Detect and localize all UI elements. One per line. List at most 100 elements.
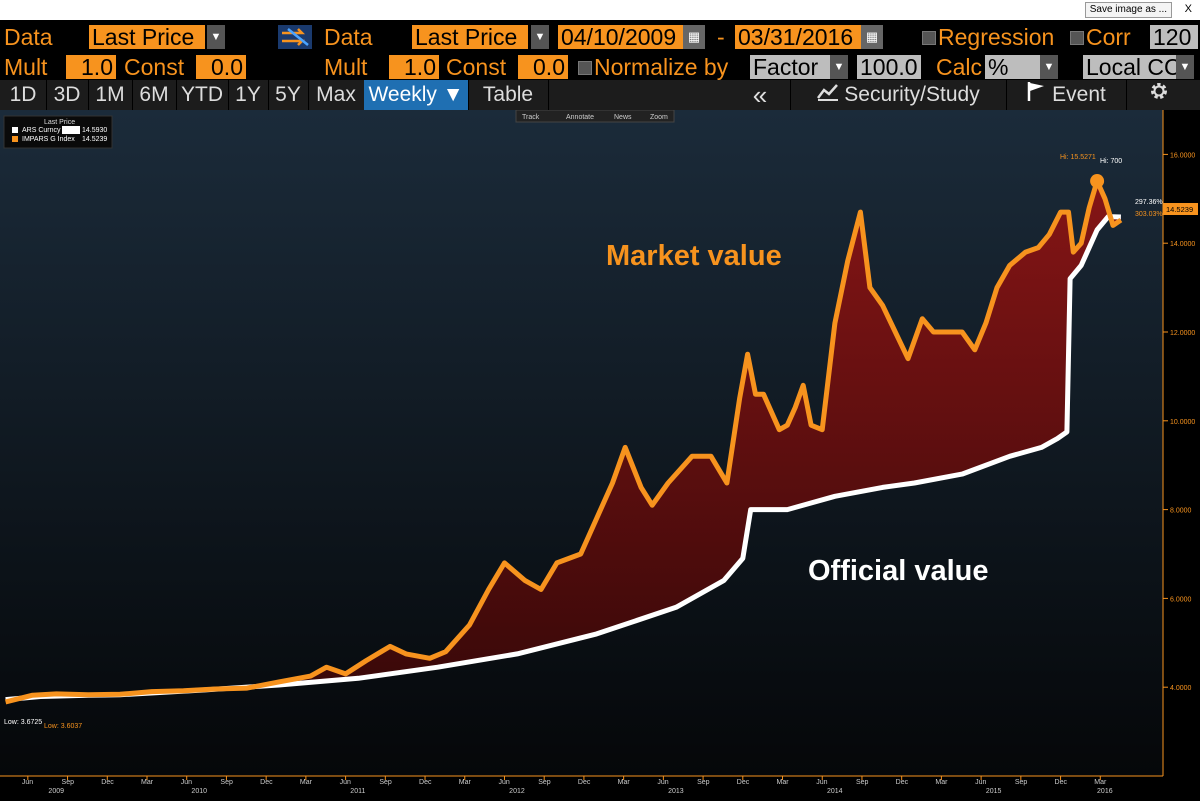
x-month-label: Jun — [975, 779, 986, 786]
x-month-label: Dec — [101, 779, 114, 786]
y-tick-label: 14.0000 — [1170, 241, 1195, 248]
x-month-label: Jun — [181, 779, 192, 786]
tab-1d[interactable]: 1D — [0, 80, 47, 110]
series-line-impars-g-index — [4, 178, 1123, 705]
const-field-2[interactable]: 0.0 — [518, 55, 568, 79]
normalize-label: Normalize by — [594, 54, 729, 80]
data-label-1: Data — [4, 24, 53, 50]
x-year-label: 2015 — [986, 788, 1002, 795]
normalize-checkbox[interactable] — [578, 61, 592, 75]
data-field-2[interactable]: Last Price — [412, 25, 528, 49]
legend-swatch-impars — [12, 136, 18, 142]
x-month-label: Mar — [459, 779, 472, 786]
calc-label: Calc — [936, 54, 983, 80]
x-month-label: Dec — [896, 779, 909, 786]
const-field-1[interactable]: 0.0 — [196, 55, 246, 79]
end-calendar-icon[interactable]: ▦ — [861, 25, 883, 49]
x-year-label: 2009 — [48, 788, 64, 795]
normalize-dropdown[interactable]: ▼ — [830, 55, 848, 79]
mini-zoom[interactable]: Zoom — [650, 114, 668, 121]
tab-max[interactable]: Max — [308, 80, 365, 110]
chart-area: 4.0000 6.0000 8.0000 10.0000 12.0000 14.0000 1… — [0, 109, 1200, 796]
chart-icon — [816, 80, 840, 110]
mult-field-2[interactable]: 1.0 — [389, 55, 439, 79]
data-field-1[interactable]: Last Price — [89, 25, 205, 49]
x-month-label: Jun — [340, 779, 351, 786]
x-month-label: Mar — [1094, 779, 1107, 786]
close-button[interactable]: X — [1184, 3, 1192, 15]
corr-value-field[interactable]: 120 — [1150, 25, 1198, 49]
x-month-label: Sep — [538, 779, 551, 786]
normalize-factor-field[interactable]: Factor — [750, 55, 832, 79]
x-month-label: Jun — [816, 779, 827, 786]
date-dash: - — [717, 24, 725, 50]
x-year-label: 2011 — [350, 788, 365, 795]
last-price-tag: 14.5239 — [1163, 203, 1198, 215]
back-button[interactable]: « — [730, 80, 791, 110]
end-date-field[interactable]: 03/31/2016 — [735, 25, 863, 49]
pct-orange-label: 303.03% — [1135, 211, 1163, 218]
data-field-2-dropdown[interactable]: ▼ — [531, 25, 549, 49]
chart-legend: Last Price ARS Curncy 14.5930 IMPARS G I… — [3, 115, 113, 149]
toolbar-row-2: Mult 1.0 Const 0.0 Mult 1.0 Const 0.0 No… — [0, 52, 1200, 82]
const-label-1: Const — [124, 54, 185, 80]
event-button[interactable]: Event — [1006, 80, 1127, 110]
x-month-label: Sep — [697, 779, 710, 786]
mult-label-2: Mult — [324, 54, 368, 80]
calc-field[interactable]: % — [985, 55, 1043, 79]
x-month-label: Jun — [498, 779, 509, 786]
tab-weekly[interactable]: Weekly ▼ — [364, 80, 469, 110]
x-year-label: 2010 — [191, 788, 207, 795]
tab-5y[interactable]: 5Y — [268, 80, 309, 110]
legend-ars-bar — [62, 126, 80, 134]
start-date-field[interactable]: 04/10/2009 — [558, 25, 686, 49]
const-label-2: Const — [446, 54, 507, 80]
save-image-button[interactable]: Save image as ... — [1084, 2, 1172, 18]
period-tab-bar: 1D 3D 1M 6M YTD 1Y 5Y Max Weekly ▼ Table… — [0, 80, 1200, 110]
tab-1y[interactable]: 1Y — [228, 80, 269, 110]
low-orange-label: Low: 3.6037 — [44, 723, 82, 730]
legend-ars-value: 14.5930 — [82, 127, 107, 134]
low-white-label: Low: 3.6725 — [4, 719, 42, 726]
tab-1m[interactable]: 1M — [88, 80, 133, 110]
currency-field[interactable]: Local CCY — [1083, 55, 1181, 79]
y-tick-label: 10.0000 — [1170, 419, 1195, 426]
tab-3d[interactable]: 3D — [46, 80, 89, 110]
security-study-label: Security/Study — [844, 83, 980, 106]
regression-label: Regression — [938, 24, 1055, 50]
x-month-label: Dec — [578, 779, 591, 786]
mult-field-1[interactable]: 1.0 — [66, 55, 116, 79]
x-month-label: Mar — [300, 779, 313, 786]
data-field-1-dropdown[interactable]: ▼ — [207, 25, 225, 49]
official-value-label: Official value — [808, 555, 989, 587]
mini-track[interactable]: Track — [522, 114, 540, 121]
hi-orange-label: Hi: 15.5271 — [1060, 154, 1096, 161]
start-calendar-icon[interactable]: ▦ — [683, 25, 705, 49]
normalize-value-field[interactable]: 100.0 — [857, 55, 921, 79]
toolbar-row-1: Data Last Price ▼ Data Last Price ▼ 04/1… — [0, 22, 1200, 52]
tab-table[interactable]: Table — [468, 80, 549, 110]
regression-checkbox[interactable] — [922, 31, 936, 45]
mini-toolbar: Track Annotate News Zoom — [515, 109, 675, 123]
tab-6m[interactable]: 6M — [132, 80, 177, 110]
last-price-tag-text: 14.5239 — [1166, 205, 1193, 214]
x-month-label: Mar — [777, 779, 790, 786]
x-month-label: Jun — [657, 779, 668, 786]
x-month-label: Dec — [737, 779, 750, 786]
x-month-label: Sep — [379, 779, 392, 786]
mini-annotate[interactable]: Annotate — [566, 114, 594, 121]
window-titlebar: Save image as ... X — [0, 0, 1200, 20]
x-month-label: Dec — [419, 779, 432, 786]
currency-dropdown[interactable]: ▼ — [1176, 55, 1194, 79]
settings-button[interactable] — [1126, 80, 1192, 110]
y-tick-label: 12.0000 — [1170, 330, 1195, 337]
hi-marker — [1090, 174, 1105, 189]
corr-checkbox[interactable] — [1070, 31, 1084, 45]
swap-icon[interactable] — [278, 25, 312, 49]
mini-news[interactable]: News — [614, 114, 632, 121]
pct-white-label: 297.36% — [1135, 199, 1163, 206]
tab-ytd[interactable]: YTD — [176, 80, 229, 110]
security-study-button[interactable]: Security/Study — [790, 80, 1007, 110]
market-value-label: Market value — [606, 240, 782, 272]
calc-dropdown[interactable]: ▼ — [1040, 55, 1058, 79]
